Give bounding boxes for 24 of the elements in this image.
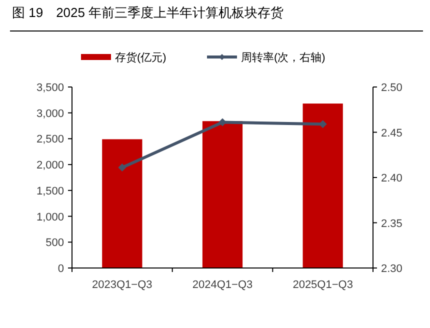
y2-tick-label: 2.50	[381, 82, 402, 94]
x-tick-label: 2025Q1−Q3	[292, 279, 353, 291]
point	[118, 164, 126, 172]
y-tick-label: 1,000	[36, 211, 64, 224]
y2-tick-label: 2.40	[381, 172, 402, 184]
y-tick-label: 2,000	[36, 160, 64, 172]
y-tick-label: 3,500	[36, 82, 64, 94]
bar	[102, 139, 142, 268]
y2-tick-label: 2.35	[381, 218, 402, 230]
x-tick-label: 2023Q1−Q3	[92, 279, 152, 291]
point	[218, 118, 226, 126]
y-tick-label: 2,500	[36, 134, 64, 146]
bar	[202, 121, 243, 268]
bar	[302, 104, 343, 268]
y2-tick-label: 2.45	[381, 127, 402, 140]
y-tick-label: 1,500	[36, 185, 64, 198]
chart-title: 图 19 2025 年前三季度上半年计算机板块存货	[12, 5, 284, 20]
y-tick-label: 500	[46, 237, 64, 250]
legend-label: 周转率(次，右轴)	[241, 51, 326, 64]
y-tick-label: 3,000	[36, 108, 64, 120]
legend-label: 存货(亿元)	[115, 52, 166, 64]
y-tick-label: 0	[58, 263, 64, 275]
x-tick-label: 2024Q1−Q3	[192, 279, 253, 291]
y2-tick-label: 2.30	[381, 263, 402, 275]
